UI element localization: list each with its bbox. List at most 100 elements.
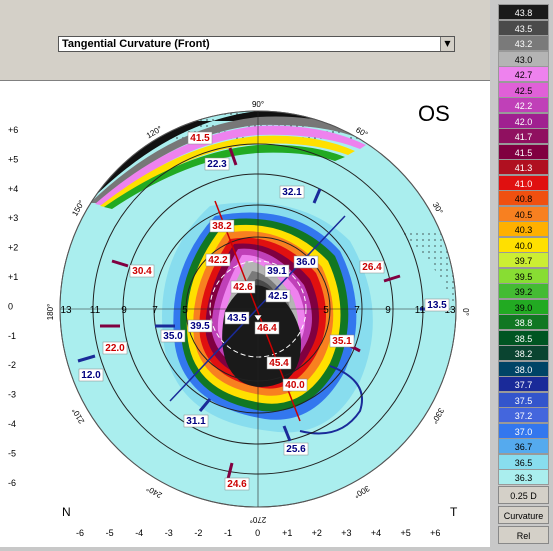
scale-swatch: 42.5 xyxy=(498,81,549,98)
scale-swatch: 40.8 xyxy=(498,190,549,206)
ring-distance-label: 9 xyxy=(385,305,391,316)
scale-swatch: 37.5 xyxy=(498,391,549,408)
scale-swatch: 36.7 xyxy=(498,438,549,454)
topography-map: -6 -5 -4 -3 -2 -1 0 +1 +2 +3 +4 +5 +6 +6 +5 +4 +3 +2 +1 0 -1… xyxy=(0,81,490,547)
x-tick-label: -4 xyxy=(135,528,143,538)
angle-label: 240° xyxy=(145,484,164,500)
x-tick-label: -1 xyxy=(224,528,232,538)
angle-label: 330° xyxy=(430,406,446,425)
curvature-reading-value: 26.4 xyxy=(362,262,382,273)
scale-swatch: 37.7 xyxy=(498,376,549,392)
curvature-reading-value: 41.5 xyxy=(190,133,210,144)
y-tick-label: 0 xyxy=(8,301,13,311)
scale-swatch: 36.5 xyxy=(498,453,549,470)
scale-swatch: 40.0 xyxy=(498,236,549,253)
apex-marker xyxy=(253,314,263,322)
scale-swatch: 39.7 xyxy=(498,252,549,268)
curvature-reading: 36.0 xyxy=(293,255,319,269)
curvature-reading: 39.1 xyxy=(264,264,290,278)
scale-swatch: 39.0 xyxy=(498,298,549,315)
scale-swatch: 41.5 xyxy=(498,143,549,160)
scale-swatch: 39.2 xyxy=(498,283,549,299)
x-tick-label: -2 xyxy=(194,528,202,538)
map-type-selected: Tangential Curvature (Front) xyxy=(62,38,210,50)
ring-distance-label: 11 xyxy=(90,305,101,316)
scale-swatch: 41.7 xyxy=(498,128,549,144)
scale-swatch: 42.0 xyxy=(498,112,549,129)
chevron-down-icon[interactable]: ▼ xyxy=(440,37,454,51)
curvature-reading: 32.1 xyxy=(279,185,305,199)
y-tick-label: -1 xyxy=(8,331,16,341)
y-tick-label: -6 xyxy=(8,478,16,488)
ring-distance-label: 13 xyxy=(60,305,72,316)
scale-swatch: 38.8 xyxy=(498,314,549,330)
curvature-reading-value: 43.5 xyxy=(227,313,247,324)
y-tick-label: +4 xyxy=(8,184,18,194)
curvature-reading: 46.4 xyxy=(254,321,280,335)
scale-swatch: 43.5 xyxy=(498,19,549,36)
curvature-reading-value: 22.3 xyxy=(207,159,227,170)
curvature-reading: 42.6 xyxy=(230,280,256,294)
curvature-reading-value: 31.1 xyxy=(186,416,206,427)
curvature-reading-value: 38.2 xyxy=(212,221,232,232)
angle-label: 210° xyxy=(70,406,86,425)
scale-swatch: 41.0 xyxy=(498,174,549,191)
curvature-reading: 35.1 xyxy=(329,334,355,348)
y-tick-label: +2 xyxy=(8,243,18,253)
scale-swatch: 38.2 xyxy=(498,345,549,361)
scale-swatch: 37.0 xyxy=(498,422,549,439)
x-tick-label: +6 xyxy=(430,528,440,538)
scale-swatch: 40.3 xyxy=(498,221,549,237)
x-tick-label: 0 xyxy=(255,528,260,538)
curvature-reading-value: 35.1 xyxy=(332,336,352,347)
curvature-reading: 31.1 xyxy=(183,414,209,428)
scale-swatch: 38.5 xyxy=(498,329,549,346)
relative-scale-button[interactable]: Rel xyxy=(498,526,549,544)
map-type-dropdown[interactable]: Tangential Curvature (Front) ▼ xyxy=(58,36,455,52)
curvature-reading: 42.2 xyxy=(205,253,231,267)
y-tick-label: -5 xyxy=(8,448,16,458)
x-tick-label: +2 xyxy=(312,528,322,538)
curvature-reading-value: 32.1 xyxy=(282,187,302,198)
x-tick-label: -6 xyxy=(76,528,84,538)
ring-distance-label: 5 xyxy=(182,305,188,316)
scale-swatch: 39.5 xyxy=(498,267,549,284)
scale-swatch: 42.7 xyxy=(498,66,549,82)
curvature-reading: 12.0 xyxy=(78,368,104,382)
curvature-reading-value: 35.0 xyxy=(163,331,183,342)
curvature-reading: 35.0 xyxy=(160,329,186,343)
curvature-reading: 42.5 xyxy=(265,289,291,303)
curvature-reading-value: 24.6 xyxy=(227,479,247,490)
angle-label: 30° xyxy=(431,201,445,216)
angle-label: 0° xyxy=(461,308,470,316)
scale-swatch: 43.8 xyxy=(498,4,549,20)
curvature-reading-value: 22.0 xyxy=(105,343,125,354)
ring-distance-label: 7 xyxy=(354,305,360,316)
curvature-reading-value: 36.0 xyxy=(296,257,316,268)
curvature-reading: 24.6 xyxy=(224,477,250,491)
curvature-reading-value: 42.6 xyxy=(233,282,253,293)
angle-label: 300° xyxy=(352,484,371,500)
x-tick-label: +3 xyxy=(341,528,351,538)
curvature-reading-value: 39.5 xyxy=(190,321,210,332)
curvature-reading: 45.4 xyxy=(266,356,292,370)
curvature-reading-value: 39.1 xyxy=(267,266,287,277)
angle-label: 270° xyxy=(250,515,267,524)
curvature-reading: 41.5 xyxy=(187,131,213,145)
curvature-reading-value: 30.4 xyxy=(132,266,152,277)
ring-distance-label: 13 xyxy=(444,305,456,316)
curvature-reading: 26.4 xyxy=(359,260,385,274)
scale-swatch: 40.5 xyxy=(498,205,549,222)
toolbar: Tangential Curvature (Front) ▼ xyxy=(0,0,490,81)
y-tick-label: +3 xyxy=(8,213,18,223)
y-tick-label: -4 xyxy=(8,419,16,429)
x-tick-label: -3 xyxy=(165,528,173,538)
angle-label: 90° xyxy=(252,100,264,109)
y-tick-label: +6 xyxy=(8,125,18,135)
curvature-reading: 43.5 xyxy=(224,311,250,325)
step-label: 0.25 D xyxy=(498,486,549,504)
curvature-reading: 40.0 xyxy=(282,378,308,392)
eye-label: OS xyxy=(418,101,450,126)
curvature-reading: 13.5 xyxy=(424,298,450,312)
curvature-mode-button[interactable]: Curvature xyxy=(498,506,549,524)
